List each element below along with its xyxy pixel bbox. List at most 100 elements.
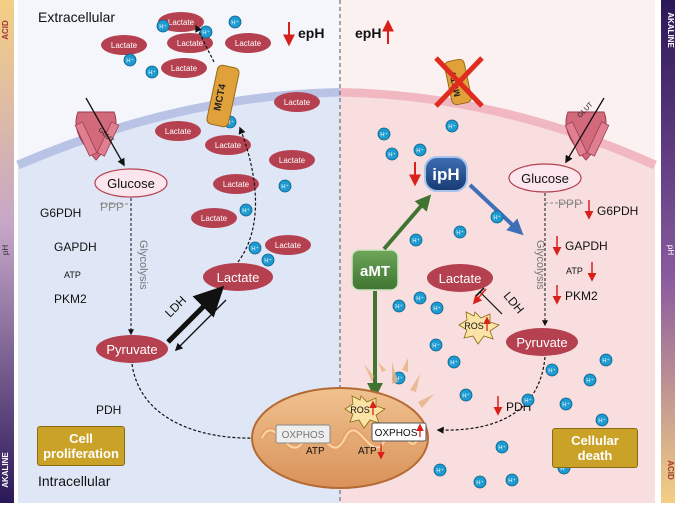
ldh-down bbox=[472, 288, 487, 305]
oxphos-left-label: OXPHOS bbox=[282, 430, 325, 441]
lactate-text: Lactate bbox=[111, 41, 138, 50]
proton-icon bbox=[385, 147, 399, 161]
oxphos-right-box bbox=[371, 422, 427, 442]
right-glycolysis-label: Glycolysis bbox=[534, 240, 546, 290]
proton-icon bbox=[459, 388, 473, 402]
svg-text:Lactate: Lactate bbox=[215, 141, 242, 150]
glut-arrow-left bbox=[85, 97, 125, 167]
proton-icon bbox=[377, 127, 391, 141]
right-scale-mid-label: pH bbox=[666, 245, 675, 255]
cell-proliferation-box: Cell proliferation bbox=[37, 426, 125, 466]
svg-text:Lactate: Lactate bbox=[279, 156, 306, 165]
svg-text:Lactate: Lactate bbox=[275, 241, 302, 250]
left-scale-bottom-label: AKALINE bbox=[1, 452, 10, 488]
left-glut-transporter: GLUT bbox=[74, 111, 120, 161]
lactate-ellipse bbox=[101, 35, 147, 55]
left-glycolysis-label: Glycolysis bbox=[137, 240, 149, 290]
proton-icon bbox=[392, 299, 406, 313]
left-lactate-node bbox=[203, 263, 273, 291]
proton-label: H⁺ bbox=[388, 152, 396, 159]
left-pyruvate-label: Pyruvate bbox=[106, 342, 157, 357]
iph-to-glycolysis-arrow bbox=[468, 183, 524, 236]
svg-text:ROS: ROS bbox=[350, 405, 370, 415]
glut-arrow-right bbox=[565, 97, 605, 164]
lactate-ellipse bbox=[161, 58, 207, 78]
right-lactate-label: Lactate bbox=[439, 271, 482, 286]
atp-right-label: ATP bbox=[358, 446, 377, 457]
left-scale-top-label: ACID bbox=[1, 20, 10, 40]
proton-label: H⁺ bbox=[524, 398, 532, 405]
right-eph-label: epH bbox=[355, 25, 381, 41]
proton-label: H⁺ bbox=[508, 478, 516, 485]
proton-icon bbox=[413, 143, 427, 157]
proton-label: H⁺ bbox=[126, 58, 134, 65]
proton-label: H⁺ bbox=[412, 238, 420, 245]
left-gapdh-label: GAPDH bbox=[54, 240, 97, 254]
pyruvate-to-mito-right bbox=[436, 356, 546, 434]
left-atp-label: ATP bbox=[64, 270, 81, 280]
left-pyruvate-node bbox=[96, 335, 168, 363]
proton-label: H⁺ bbox=[586, 378, 594, 385]
left-extracellular-lactates: Lactate Lactate Lactate Lactate Lactate … bbox=[101, 12, 320, 112]
proton-icon bbox=[239, 203, 253, 217]
iph-node: ipH bbox=[424, 156, 468, 192]
proton-icon bbox=[495, 440, 509, 454]
svg-text:Lactate: Lactate bbox=[165, 127, 192, 136]
svg-text:aMT: aMT bbox=[360, 263, 390, 280]
right-glut-transporter: GLUT bbox=[564, 101, 610, 161]
left-ppp-label: PPP bbox=[100, 200, 124, 214]
right-glucose-label: Glucose bbox=[521, 171, 569, 186]
ldh-line bbox=[479, 291, 503, 315]
right-ppp-label: PPP bbox=[558, 197, 582, 211]
right-scale-bottom-label: ACID bbox=[666, 460, 675, 480]
pyruvate-to-mito-left bbox=[131, 363, 260, 442]
cellular-death-box: Cellular death bbox=[552, 428, 638, 468]
mct4-export-arrow bbox=[195, 24, 215, 63]
lactate-text: Lactate bbox=[235, 39, 262, 48]
right-g6pdh-label: G6PDH bbox=[597, 204, 638, 218]
proton-label: H⁺ bbox=[456, 230, 464, 237]
proton-label: H⁺ bbox=[448, 124, 456, 131]
oxphos-left-box bbox=[275, 424, 331, 444]
proton-label: H⁺ bbox=[433, 306, 441, 313]
cell-proliferation-label: Cell proliferation bbox=[43, 431, 119, 461]
proton-icon bbox=[445, 119, 459, 133]
right-gapdh-label: GAPDH bbox=[565, 239, 608, 253]
left-cell-body bbox=[18, 92, 340, 503]
right-lactate-node bbox=[427, 264, 493, 292]
proton-label: H⁺ bbox=[602, 358, 610, 365]
proton-icon bbox=[278, 179, 292, 193]
ros-star-mito: ROS bbox=[344, 395, 386, 429]
svg-text:Lactate: Lactate bbox=[223, 180, 250, 189]
lactate-ellipse bbox=[274, 92, 320, 112]
amt-node: aMT bbox=[351, 249, 399, 291]
proton-label: H⁺ bbox=[226, 120, 234, 127]
block-cross-b bbox=[434, 56, 484, 108]
proton-label: H⁺ bbox=[598, 418, 606, 425]
proton-label: H⁺ bbox=[493, 215, 501, 222]
intracellular-label: Intracellular bbox=[38, 473, 111, 489]
proton-icon bbox=[559, 397, 573, 411]
lactate-to-mct4-arrow bbox=[237, 126, 257, 263]
proton-label: H⁺ bbox=[395, 304, 403, 311]
right-atp-label: ATP bbox=[566, 266, 583, 276]
right-pyruvate-label: Pyruvate bbox=[516, 335, 567, 350]
right-protons: H⁺ H⁺ H⁺ H⁺ H⁺ H⁺ H⁺ H⁺ H⁺ H⁺ H⁺ H⁺ H⁺ H⁺ H⁺ H⁺ H⁺ H⁺ H⁺ H⁺… bbox=[377, 119, 613, 489]
proton-label: H⁺ bbox=[548, 368, 556, 375]
right-mct4-blocked: MCT4 bbox=[434, 56, 484, 108]
ldh-reverse-arrow bbox=[174, 299, 227, 352]
left-mct4-transporter: MCT4 bbox=[206, 64, 240, 128]
proton-icon bbox=[521, 393, 535, 407]
right-membrane bbox=[339, 87, 657, 170]
lactate-text: Lactate bbox=[168, 18, 195, 27]
ldh-forward-arrow bbox=[166, 285, 225, 344]
proton-label: H⁺ bbox=[159, 24, 167, 31]
proton-icon bbox=[599, 353, 613, 367]
proton-label: H⁺ bbox=[242, 208, 250, 215]
proton-label: H⁺ bbox=[395, 376, 403, 383]
proton-label: H⁺ bbox=[436, 468, 444, 475]
left-lactate-label: Lactate bbox=[217, 270, 260, 285]
right-scale-top-label: AKALINE bbox=[666, 12, 675, 48]
